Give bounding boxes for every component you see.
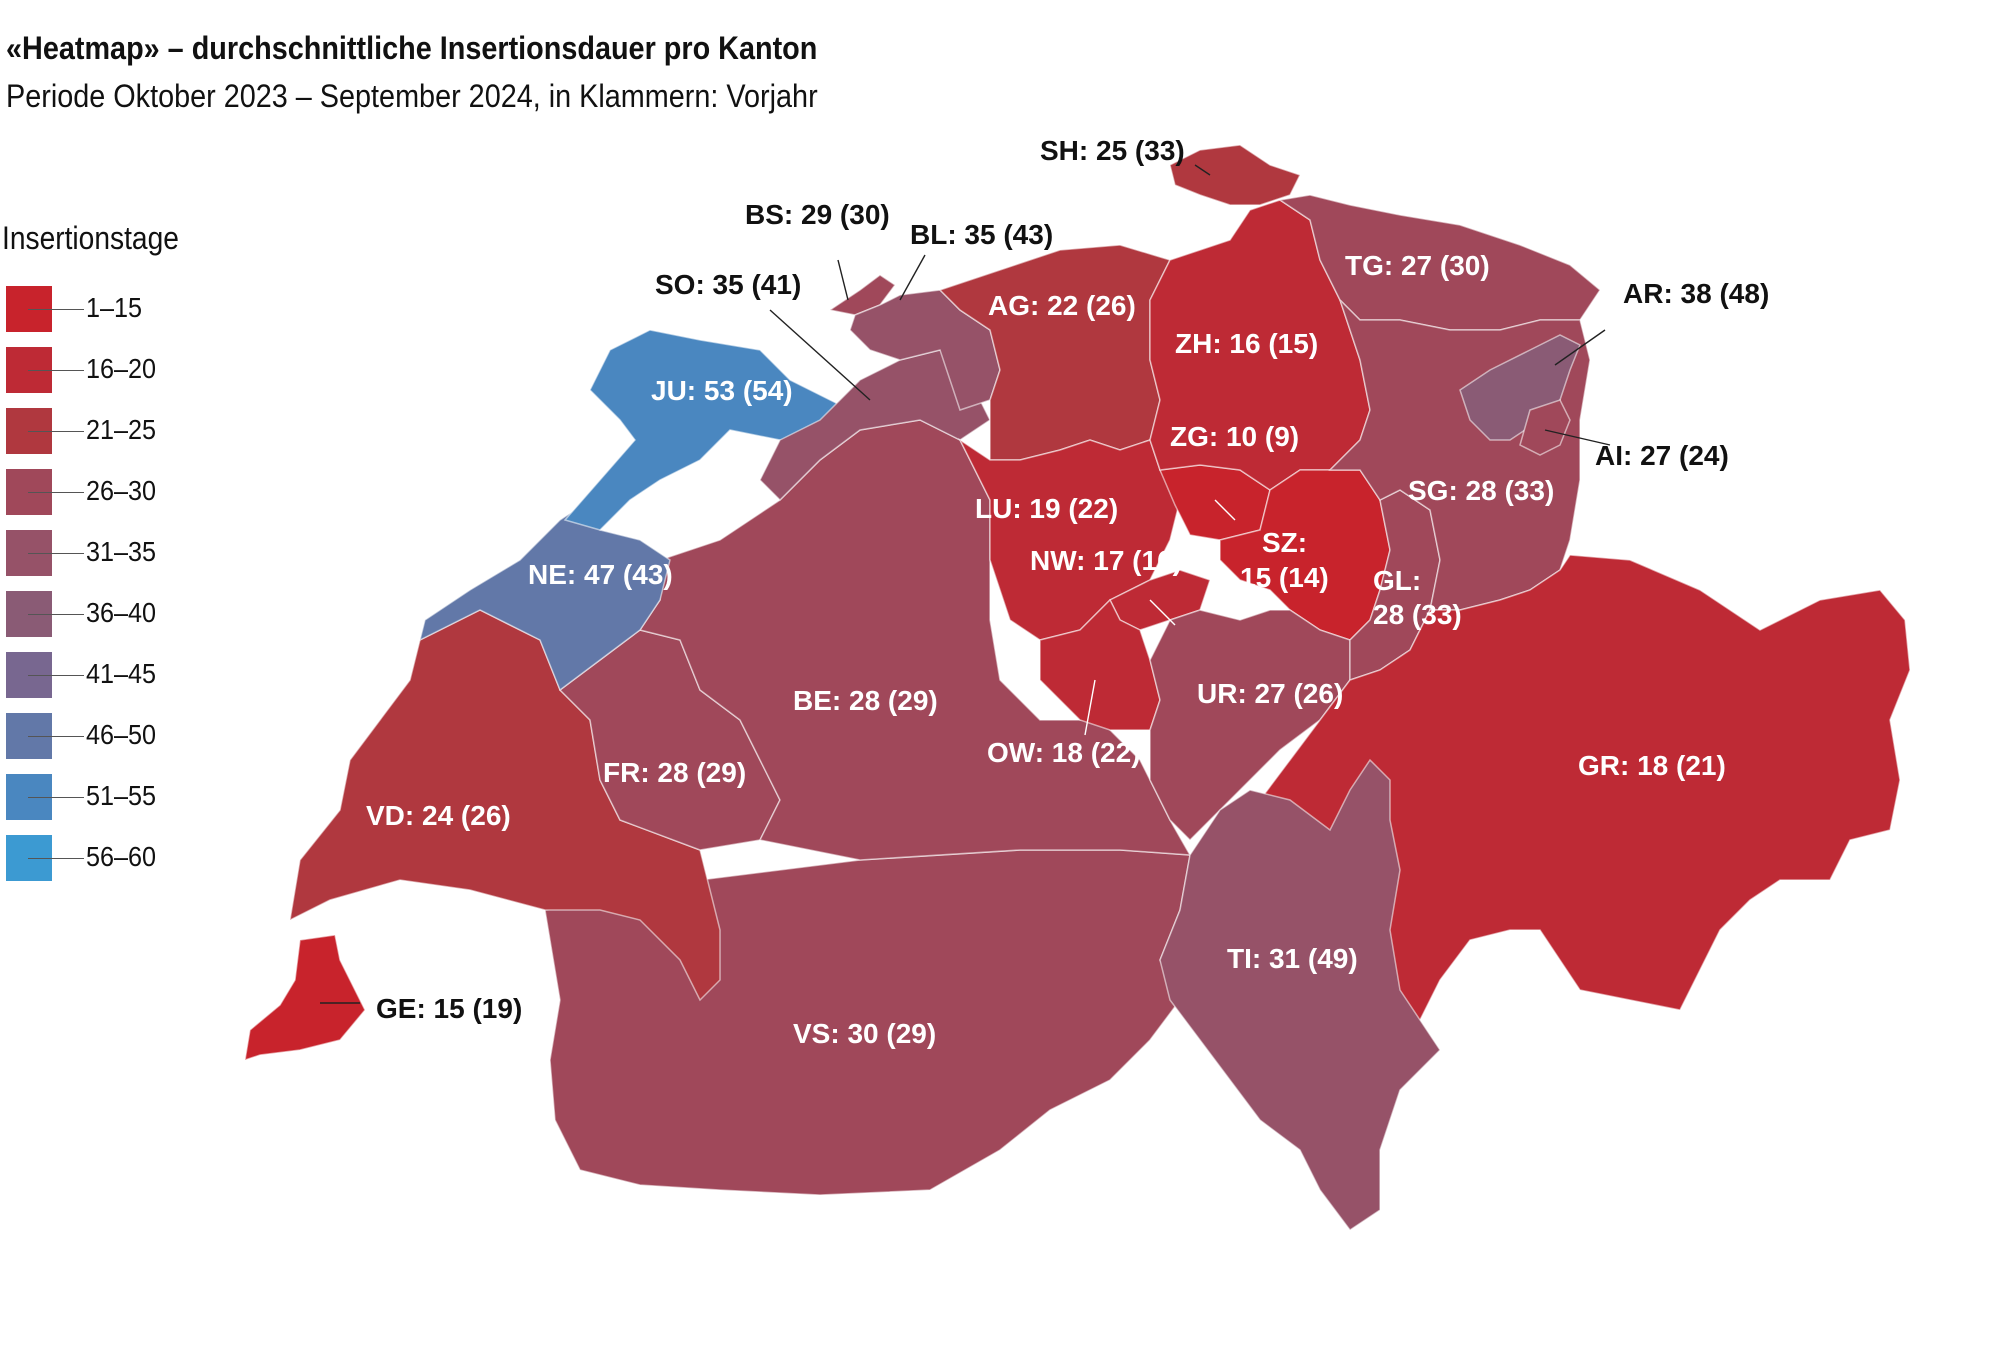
leader-ow: [1084, 679, 1096, 736]
legend-label: 21–25: [86, 414, 157, 445]
legend-item: 26–30: [6, 469, 206, 515]
label-ju: JU: 53 (54): [651, 375, 793, 406]
canton-shapes: [244, 144, 1911, 1232]
legend-label: 56–60: [86, 841, 157, 872]
label-zg: ZG: 10 (9): [1170, 421, 1299, 452]
label-ar: AR: 38 (48): [1623, 278, 1769, 309]
label-sh: SH: 25 (33): [1040, 135, 1185, 166]
legend-leader: [28, 614, 84, 615]
label-ow: OW: 18 (22): [987, 737, 1141, 768]
label-ne: NE: 47 (43): [528, 559, 673, 590]
canton-gr: [1259, 554, 1911, 1052]
label-so: SO: 35 (41): [655, 269, 801, 300]
label-ur: UR: 27 (26): [1197, 678, 1343, 709]
leader-so: [769, 309, 871, 401]
legend-leader: [28, 492, 84, 493]
label-nw: NW: 17 (16): [1030, 545, 1182, 576]
canton-ti: [1159, 758, 1441, 1232]
legend-item: 41–45: [6, 652, 206, 698]
legend-leader: [28, 858, 84, 859]
label-gl-line1: GL:: [1373, 565, 1421, 596]
leader-ar: [1554, 329, 1606, 366]
legend-label: 26–30: [86, 475, 157, 506]
label-fr: FR: 28 (29): [603, 757, 746, 788]
legend-title: Insertionstage: [2, 220, 179, 256]
legend-item: 36–40: [6, 591, 206, 637]
legend-item: 46–50: [6, 713, 206, 759]
label-zh: ZH: 16 (15): [1175, 328, 1318, 359]
label-sg: SG: 28 (33): [1408, 475, 1554, 506]
label-ti: TI: 31 (49): [1227, 943, 1358, 974]
legend-item: 31–35: [6, 530, 206, 576]
legend-label: 51–55: [86, 780, 157, 811]
legend-leader: [28, 309, 84, 310]
canton-ur: [1149, 609, 1351, 842]
canton-ge: [244, 934, 366, 1062]
label-be: BE: 28 (29): [793, 685, 938, 716]
label-ge: GE: 15 (19): [376, 993, 522, 1024]
leader-lines: [320, 164, 1611, 1004]
legend-item: 21–25: [6, 408, 206, 454]
label-gr: GR: 18 (21): [1578, 750, 1726, 781]
canton-ne: [418, 498, 671, 692]
legend-leader: [28, 553, 84, 554]
label-bs: BS: 29 (30): [745, 199, 890, 230]
leader-sh: [1194, 164, 1211, 176]
legend-leader: [28, 736, 84, 737]
label-ai: AI: 27 (24): [1595, 440, 1729, 471]
label-gl-line2: 28 (33): [1373, 599, 1462, 630]
legend-label: 46–50: [86, 719, 157, 750]
label-sz-line2: 15 (14): [1240, 562, 1329, 593]
map-subtitle: Periode Oktober 2023 – September 2024, i…: [6, 78, 818, 114]
legend-item: 51–55: [6, 774, 206, 820]
leader-ai: [1544, 429, 1611, 446]
legend-label: 41–45: [86, 658, 157, 689]
legend-leader: [28, 797, 84, 798]
legend-label: 1–15: [86, 292, 143, 323]
legend-label: 36–40: [86, 597, 157, 628]
legend-item: 16–20: [6, 347, 206, 393]
canton-lu: [958, 437, 1181, 641]
legend-item: 1–15: [6, 286, 206, 332]
label-ag: AG: 22 (26): [988, 290, 1136, 321]
canton-sh: [1169, 144, 1302, 206]
leader-bs: [837, 259, 849, 301]
canton-labels: SH: 25 (33) BS: 29 (30) BL: 35 (43) SO: …: [366, 135, 1769, 1049]
label-sz-line1: SZ:: [1262, 527, 1307, 558]
legend-item: 56–60: [6, 835, 206, 881]
leader-nw: [1149, 599, 1176, 626]
label-lu: LU: 19 (22): [975, 493, 1118, 524]
canton-ju: [563, 329, 852, 531]
legend-label: 16–20: [86, 353, 157, 384]
leader-bl: [899, 254, 926, 301]
label-bl: BL: 35 (43): [910, 219, 1053, 250]
legend-leader: [28, 675, 84, 676]
legend-label: 31–35: [86, 536, 157, 567]
label-vs: VS: 30 (29): [793, 1018, 936, 1049]
leader-zg: [1214, 499, 1236, 521]
label-tg: TG: 27 (30): [1345, 250, 1490, 281]
map-title: «Heatmap» – durchschnittliche Insertions…: [6, 30, 818, 66]
label-vd: VD: 24 (26): [366, 800, 511, 831]
canton-ai: [1519, 399, 1571, 456]
canton-ar: [1459, 334, 1581, 441]
legend-leader: [28, 370, 84, 371]
legend-leader: [28, 431, 84, 432]
